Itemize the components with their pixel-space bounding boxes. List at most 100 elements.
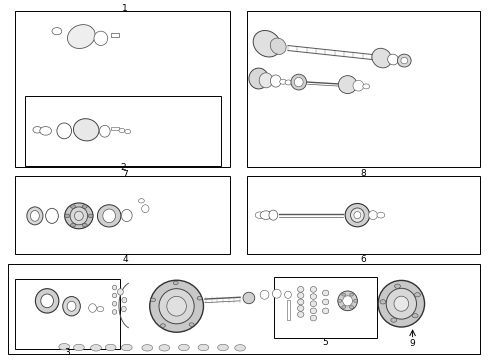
Ellipse shape xyxy=(70,207,88,225)
Ellipse shape xyxy=(112,285,117,290)
Bar xyxy=(15,279,121,348)
Ellipse shape xyxy=(270,75,281,87)
Bar xyxy=(15,12,230,167)
Ellipse shape xyxy=(98,205,121,227)
Text: 5: 5 xyxy=(323,338,328,347)
Ellipse shape xyxy=(354,212,361,219)
Ellipse shape xyxy=(27,207,43,225)
Ellipse shape xyxy=(294,77,303,87)
Ellipse shape xyxy=(291,74,307,90)
Ellipse shape xyxy=(310,315,317,321)
Ellipse shape xyxy=(41,294,53,308)
Circle shape xyxy=(338,300,342,302)
Text: 4: 4 xyxy=(122,255,128,264)
Ellipse shape xyxy=(74,344,84,351)
Ellipse shape xyxy=(67,301,76,311)
Ellipse shape xyxy=(218,344,228,351)
Ellipse shape xyxy=(103,209,116,223)
Text: 8: 8 xyxy=(360,169,366,178)
Circle shape xyxy=(125,130,131,134)
Ellipse shape xyxy=(112,310,117,314)
Circle shape xyxy=(139,199,145,203)
Circle shape xyxy=(280,79,287,84)
Circle shape xyxy=(173,281,178,285)
Circle shape xyxy=(197,297,202,300)
Circle shape xyxy=(380,300,386,304)
Circle shape xyxy=(342,293,345,296)
Ellipse shape xyxy=(285,291,292,298)
Ellipse shape xyxy=(368,211,377,220)
Circle shape xyxy=(260,211,272,220)
Ellipse shape xyxy=(297,312,304,318)
Ellipse shape xyxy=(94,31,108,45)
Ellipse shape xyxy=(68,24,95,49)
Circle shape xyxy=(363,84,369,89)
Bar xyxy=(247,176,480,253)
Ellipse shape xyxy=(297,299,304,305)
Circle shape xyxy=(71,224,75,227)
Ellipse shape xyxy=(259,73,273,88)
Circle shape xyxy=(189,323,194,327)
Ellipse shape xyxy=(122,297,127,303)
Circle shape xyxy=(40,127,51,135)
Ellipse shape xyxy=(338,291,357,311)
Ellipse shape xyxy=(74,211,83,221)
Circle shape xyxy=(97,307,104,312)
Text: 1: 1 xyxy=(122,4,128,13)
Text: 3: 3 xyxy=(65,348,71,357)
Ellipse shape xyxy=(272,289,281,298)
Circle shape xyxy=(415,293,420,297)
Bar xyxy=(111,127,119,130)
Ellipse shape xyxy=(112,301,117,306)
Ellipse shape xyxy=(322,299,329,305)
Ellipse shape xyxy=(142,205,149,213)
Ellipse shape xyxy=(388,54,398,65)
Ellipse shape xyxy=(89,304,97,312)
Text: 2: 2 xyxy=(120,163,125,172)
Circle shape xyxy=(119,129,125,133)
Ellipse shape xyxy=(297,287,304,292)
Circle shape xyxy=(394,284,400,288)
Ellipse shape xyxy=(297,293,304,298)
Ellipse shape xyxy=(372,48,392,68)
Circle shape xyxy=(412,314,418,318)
Ellipse shape xyxy=(74,119,99,141)
Circle shape xyxy=(353,300,357,302)
Circle shape xyxy=(88,214,93,218)
Ellipse shape xyxy=(142,345,153,351)
Ellipse shape xyxy=(63,297,80,316)
Ellipse shape xyxy=(122,306,126,312)
Circle shape xyxy=(349,293,353,296)
Text: 6: 6 xyxy=(360,255,366,264)
Ellipse shape xyxy=(397,54,411,67)
Circle shape xyxy=(391,318,397,322)
Ellipse shape xyxy=(253,31,281,57)
Ellipse shape xyxy=(122,210,132,222)
Ellipse shape xyxy=(167,296,186,316)
Ellipse shape xyxy=(270,38,286,54)
Ellipse shape xyxy=(30,211,39,221)
Ellipse shape xyxy=(269,210,278,220)
Bar xyxy=(111,33,120,37)
Bar xyxy=(8,264,480,354)
Text: 7: 7 xyxy=(122,170,128,179)
Ellipse shape xyxy=(150,280,203,332)
Bar xyxy=(25,96,221,166)
Ellipse shape xyxy=(401,57,408,64)
Ellipse shape xyxy=(343,296,352,306)
Ellipse shape xyxy=(322,308,329,314)
Ellipse shape xyxy=(297,306,304,311)
Ellipse shape xyxy=(338,76,357,94)
Ellipse shape xyxy=(310,301,317,307)
Ellipse shape xyxy=(46,208,58,224)
Ellipse shape xyxy=(310,287,317,292)
Circle shape xyxy=(342,306,345,309)
Ellipse shape xyxy=(394,296,409,311)
Bar xyxy=(15,176,230,253)
Ellipse shape xyxy=(260,290,269,299)
Circle shape xyxy=(82,224,87,227)
Ellipse shape xyxy=(310,294,317,300)
Ellipse shape xyxy=(310,308,317,314)
Ellipse shape xyxy=(353,80,364,91)
Circle shape xyxy=(82,205,87,208)
